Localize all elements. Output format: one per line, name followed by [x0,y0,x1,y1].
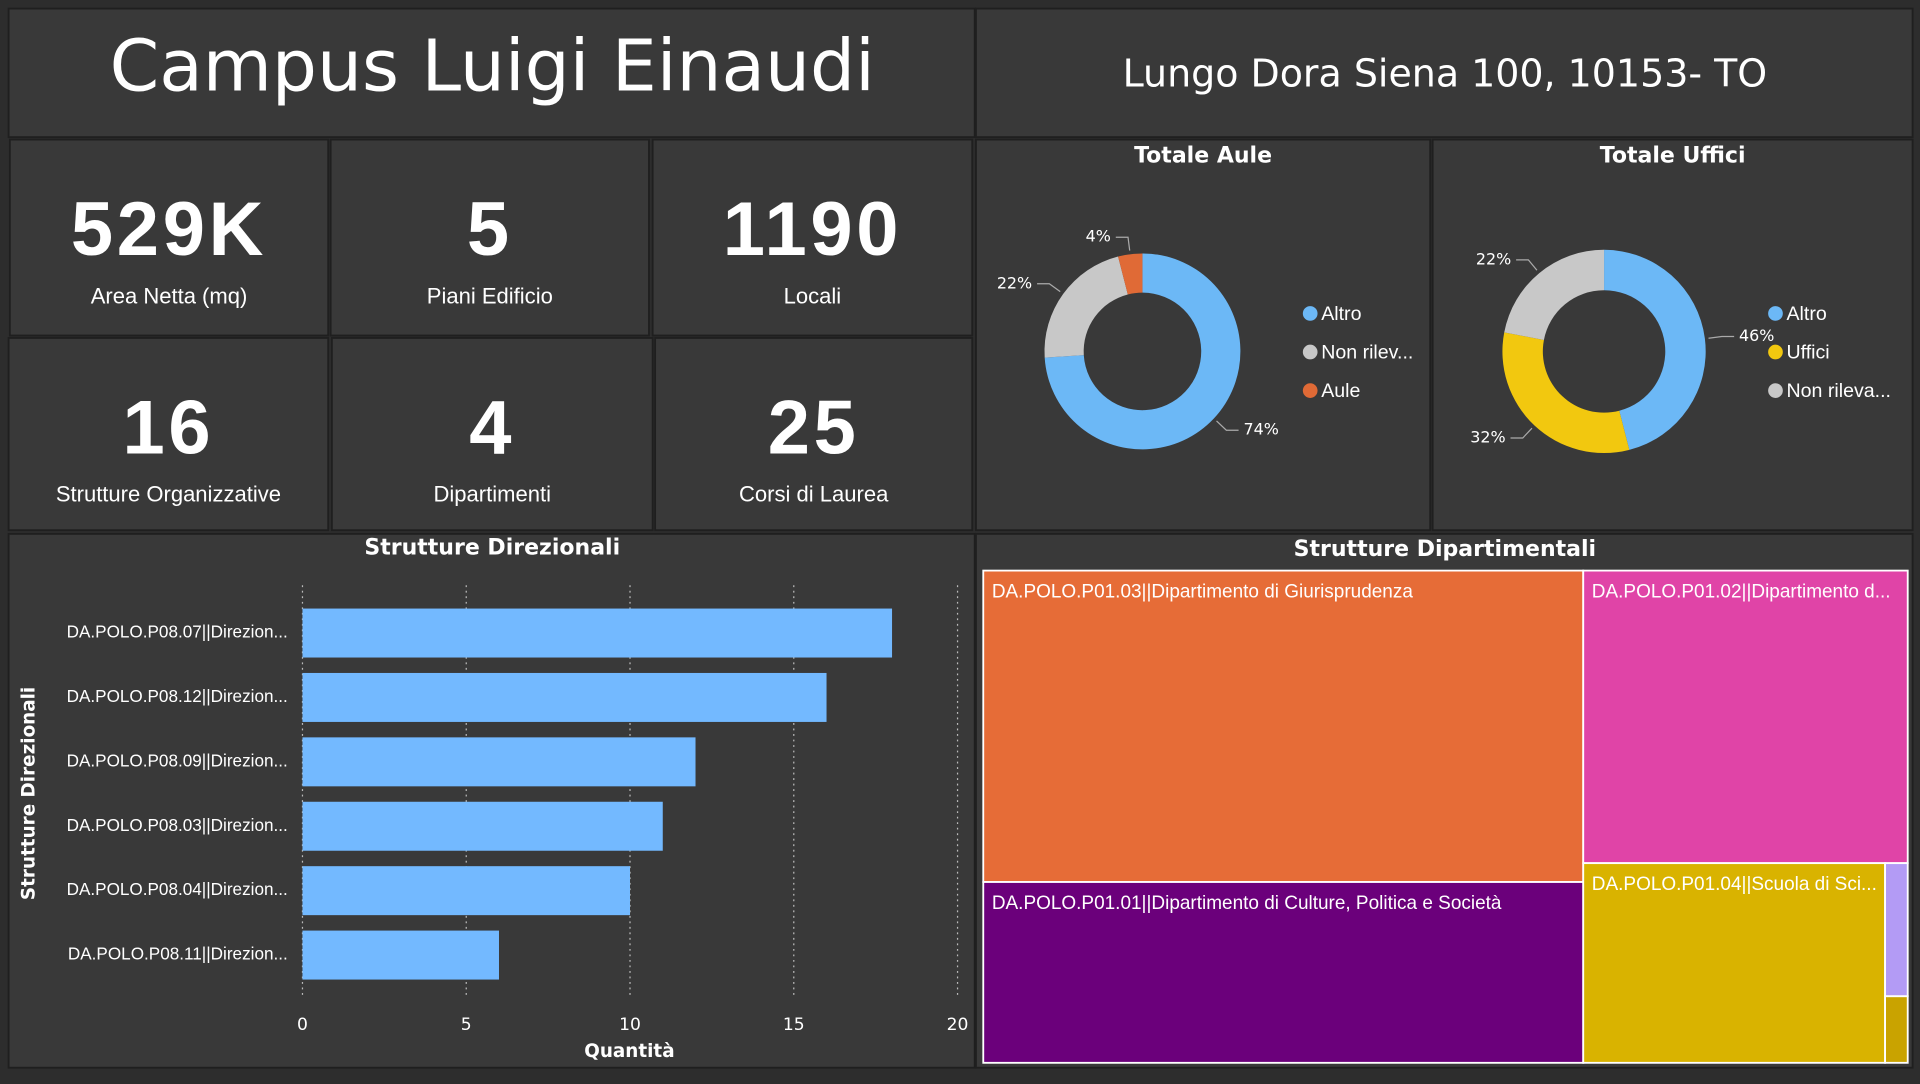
kpi-label: Corsi di Laurea [739,482,889,507]
address: Lungo Dora Siena 100, 10153- TO [1123,51,1768,95]
y-axis-label: Strutture Direzionali [18,687,39,900]
donut-slice [1044,253,1241,450]
treemap-cell [1582,569,1909,865]
legend-label: Non rilev... [1321,341,1413,363]
leader-line [1115,236,1131,251]
donut-slice [1504,249,1605,340]
kpi-label: Dipartimenti [434,482,551,507]
data-label: 46% [1739,326,1774,345]
y-tick-label: DA.POLO.P08.12||Direzion... [67,686,288,706]
bar [302,672,827,722]
treemap-label: DA.POLO.P01.01||Dipartimento di Culture,… [992,893,1502,914]
treemap-label: DA.POLO.P01.02||Dipartimento d... [1592,582,1891,603]
panel [7,337,330,532]
y-tick-label: DA.POLO.P08.11||Direzion... [68,944,288,964]
bar [302,866,631,916]
data-label: 32% [1470,427,1505,446]
chart-title: Totale Aule [1134,144,1272,169]
bar [302,608,893,658]
bar [302,930,499,980]
treemap-cell [1884,862,1909,998]
chart-title: Strutture Direzionali [364,536,620,561]
data-label: 22% [1476,249,1511,268]
kpi-value: 1190 [723,187,902,272]
kpi-value: 5 [467,187,513,272]
panel [654,337,974,532]
leader-line [1510,427,1533,439]
legend-marker [1768,306,1783,321]
treemap-cell [982,569,1585,883]
kpi-value: 16 [123,385,215,470]
leader-line [1216,420,1239,431]
legend-marker [1302,383,1318,398]
legend-marker [1302,306,1318,321]
kpi-label: Piani Edificio [427,283,553,308]
x-tick-label: 5 [461,1015,472,1035]
data-label: 74% [1243,420,1278,439]
x-tick-label: 10 [619,1015,641,1035]
data-label: 4% [1086,227,1111,246]
donut-slice [1604,249,1706,450]
leader-line [1708,335,1735,339]
donut-slice [1044,256,1128,358]
panel [651,138,974,337]
chart-title: Totale Uffici [1600,144,1746,169]
x-tick-label: 15 [783,1015,805,1035]
treemap-cell [982,881,1585,1064]
kpi-value: 529K [71,187,267,272]
kpi-label: Strutture Organizzative [56,482,281,507]
legend-label: Altro [1786,303,1826,325]
treemap-label: DA.POLO.P01.03||Dipartimento di Giurispr… [992,582,1413,603]
panel [974,7,1914,139]
y-tick-label: DA.POLO.P08.09||Direzion... [67,750,288,770]
legend-marker [1768,344,1783,360]
kpi-label: Area Netta (mq) [91,283,248,308]
treemap-cell [1884,995,1909,1064]
panel [8,138,330,337]
data-label: 22% [997,273,1032,292]
y-tick-label: DA.POLO.P08.04||Direzion... [67,879,288,899]
panel [330,337,654,532]
leader-line [1037,283,1061,293]
legend-marker [1302,344,1318,360]
legend-label: Uffici [1786,341,1829,363]
x-tick-label: 20 [947,1015,969,1035]
panel [7,7,976,139]
chart-title: Strutture Dipartimentali [1294,537,1596,562]
kpi-value: 4 [469,385,515,470]
title: Campus Luigi Einaudi [110,25,875,108]
treemap-label: DA.POLO.P01.04||Scuola di Sci... [1592,874,1877,895]
legend-label: Altro [1321,303,1361,325]
panel [329,138,650,337]
y-tick-label: DA.POLO.P08.07||Direzion... [67,622,288,642]
legend-label: Non rileva... [1786,380,1890,402]
bar [302,801,663,851]
donut-slice [1118,253,1143,295]
x-tick-label: 0 [297,1015,308,1035]
legend-label: Aule [1321,380,1360,402]
donut-slice [1502,332,1630,454]
legend-marker [1768,383,1783,398]
treemap-cell [1582,862,1886,1064]
bar [302,737,696,787]
kpi-value: 25 [768,385,860,470]
x-axis-label: Quantità [584,1041,674,1062]
leader-line [1516,259,1538,271]
y-tick-label: DA.POLO.P08.03||Direzion... [67,815,288,835]
kpi-label: Locali [784,283,842,308]
